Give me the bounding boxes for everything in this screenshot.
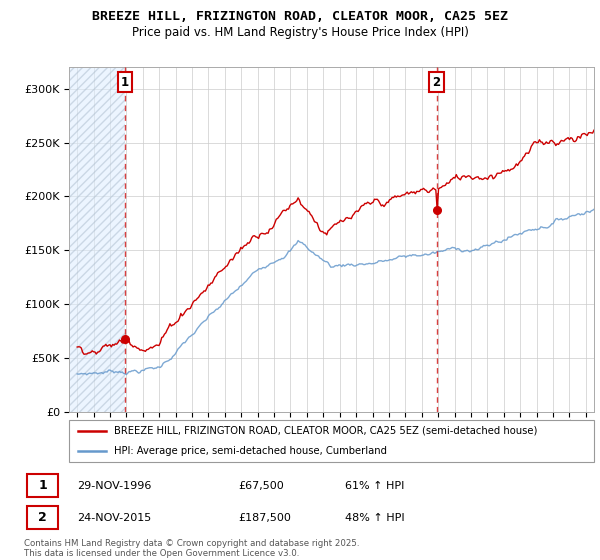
- FancyBboxPatch shape: [27, 506, 58, 529]
- Text: 29-NOV-1996: 29-NOV-1996: [77, 480, 152, 491]
- Text: BREEZE HILL, FRIZINGTON ROAD, CLEATOR MOOR, CA25 5EZ (semi-detached house): BREEZE HILL, FRIZINGTON ROAD, CLEATOR MO…: [113, 426, 537, 436]
- Text: 1: 1: [121, 76, 129, 89]
- FancyBboxPatch shape: [27, 474, 58, 497]
- Text: 1: 1: [38, 479, 47, 492]
- Text: £67,500: £67,500: [238, 480, 284, 491]
- Text: 2: 2: [433, 76, 441, 89]
- Bar: [69, 67, 125, 412]
- Text: 48% ↑ HPI: 48% ↑ HPI: [346, 513, 405, 523]
- Text: 24-NOV-2015: 24-NOV-2015: [77, 513, 152, 523]
- Text: Contains HM Land Registry data © Crown copyright and database right 2025.
This d: Contains HM Land Registry data © Crown c…: [24, 539, 359, 558]
- Text: 2: 2: [38, 511, 47, 524]
- Text: HPI: Average price, semi-detached house, Cumberland: HPI: Average price, semi-detached house,…: [113, 446, 386, 456]
- Text: Price paid vs. HM Land Registry's House Price Index (HPI): Price paid vs. HM Land Registry's House …: [131, 26, 469, 39]
- Text: 61% ↑ HPI: 61% ↑ HPI: [346, 480, 405, 491]
- FancyBboxPatch shape: [69, 420, 594, 462]
- Text: £187,500: £187,500: [238, 513, 291, 523]
- Text: BREEZE HILL, FRIZINGTON ROAD, CLEATOR MOOR, CA25 5EZ: BREEZE HILL, FRIZINGTON ROAD, CLEATOR MO…: [92, 10, 508, 23]
